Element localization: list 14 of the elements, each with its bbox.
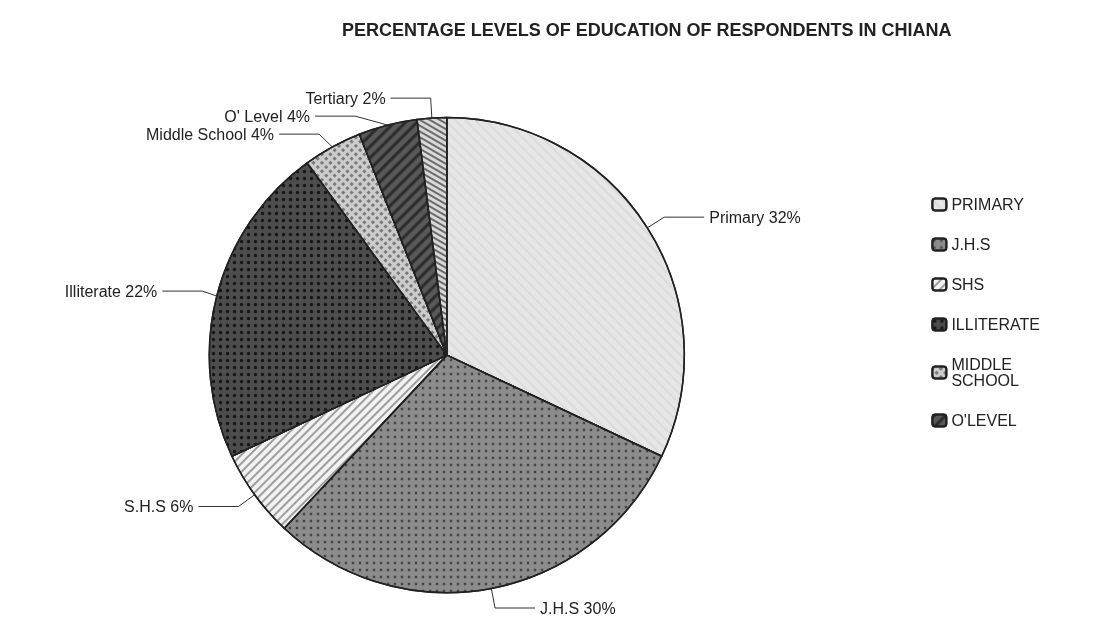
data-label: Middle School 4%: [146, 125, 275, 143]
legend-label: O'LEVEL: [951, 412, 1017, 429]
data-label: J.H.S 30%: [540, 599, 616, 617]
legend-label: SHS: [951, 276, 985, 293]
legend-label: ILLITERATE: [951, 316, 1041, 333]
data-label: Primary 32%: [709, 208, 801, 226]
legend-label: J.H.S: [951, 236, 991, 253]
chart-title: PERCENTAGE LEVELS OF EDUCATION OF RESPONDENTS IN CHIANA: [342, 20, 952, 40]
data-label: Illiterate 22%: [64, 282, 158, 300]
legend-label: MIDDLE SCHOOL: [951, 356, 1020, 389]
data-label: O' Level 4%: [224, 107, 311, 125]
data-label: Tertiary 2%: [305, 89, 386, 107]
data-label: S.H.S 6%: [124, 497, 194, 515]
legend-label: PRIMARY: [951, 196, 1025, 213]
